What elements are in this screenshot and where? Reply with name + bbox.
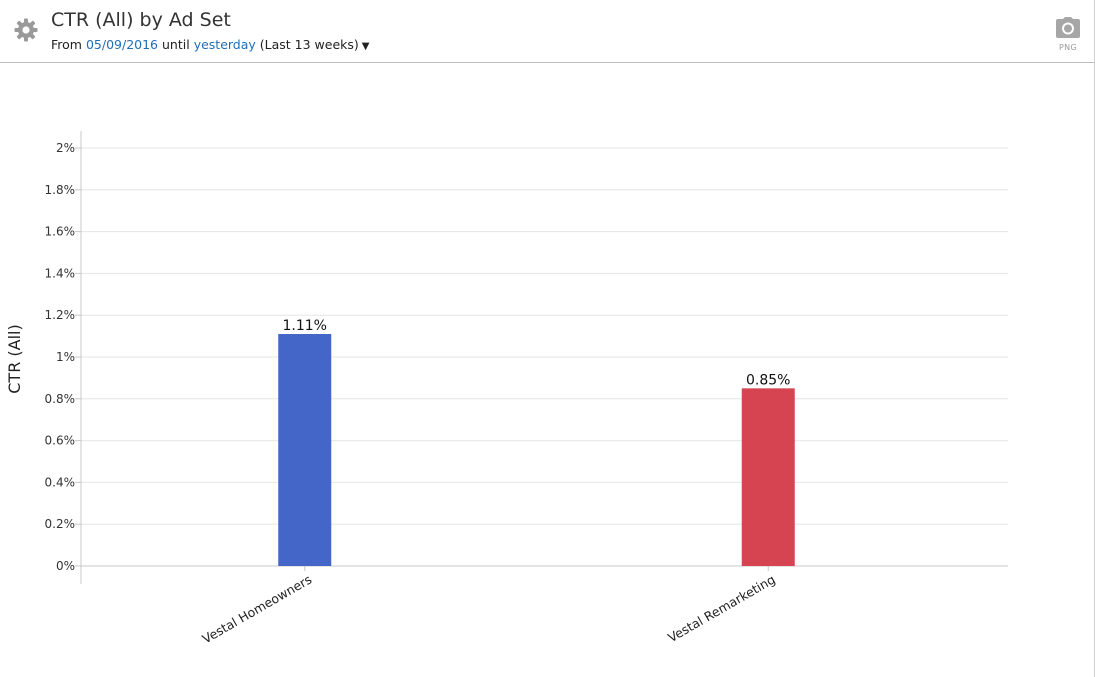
- bar[interactable]: [278, 334, 332, 566]
- category-labels: Vestal Homeowners Vestal Remarketing: [199, 566, 778, 647]
- export-png-button[interactable]: PNG: [1050, 17, 1086, 55]
- until-date-link[interactable]: yesterday: [193, 37, 256, 52]
- until-label: until: [162, 37, 190, 52]
- y-axis-label: CTR (All): [5, 324, 24, 393]
- y-tick-label: 0.4%: [45, 475, 76, 489]
- bar-value-label: 0.85%: [746, 372, 790, 388]
- y-tick-label: 0.2%: [45, 517, 76, 531]
- y-tick-label: 0.6%: [45, 434, 76, 448]
- gridlines: [75, 147, 1008, 567]
- bar[interactable]: [741, 388, 795, 566]
- chart-title: CTR (All) by Ad Set: [51, 9, 231, 31]
- from-label: From: [51, 37, 82, 52]
- range-label[interactable]: (Last 13 weeks): [259, 37, 359, 52]
- category-label: Vestal Homeowners: [199, 572, 314, 647]
- y-tick-label: 1.8%: [45, 183, 76, 197]
- export-png-label: PNG: [1059, 43, 1077, 52]
- y-tick-label: 0%: [56, 559, 75, 573]
- gear-icon[interactable]: [13, 17, 39, 43]
- bar-chart: 0% 0.2% 0.4% 0.6% 0.8% 1% 1.2% 1.4% 1.6% 1.8% 2% 1…: [5, 131, 1008, 647]
- bar-value-label: 1.11%: [283, 318, 327, 334]
- from-date-link[interactable]: 05/09/2016: [85, 37, 159, 52]
- y-tick-labels: 0% 0.2% 0.4% 0.6% 0.8% 1% 1.2% 1.4% 1.6% 1.8% 2%: [45, 141, 76, 573]
- y-tick-label: 1.6%: [45, 225, 76, 239]
- chart-header: CTR (All) by Ad Set From 05/09/2016 unti…: [0, 0, 1094, 63]
- category-label: Vestal Remarketing: [665, 572, 778, 646]
- y-tick-label: 1.2%: [45, 308, 76, 322]
- y-tick-label: 2%: [56, 141, 75, 155]
- y-tick-label: 1%: [56, 350, 75, 364]
- y-tick-label: 1.4%: [45, 266, 76, 280]
- bars: 1.11% 0.85%: [278, 318, 795, 566]
- caret-down-icon[interactable]: ▼: [361, 41, 370, 52]
- y-tick-label: 0.8%: [45, 392, 76, 406]
- camera-icon: [1056, 17, 1080, 38]
- date-range: From 05/09/2016 until yesterday (Last 13…: [51, 37, 369, 52]
